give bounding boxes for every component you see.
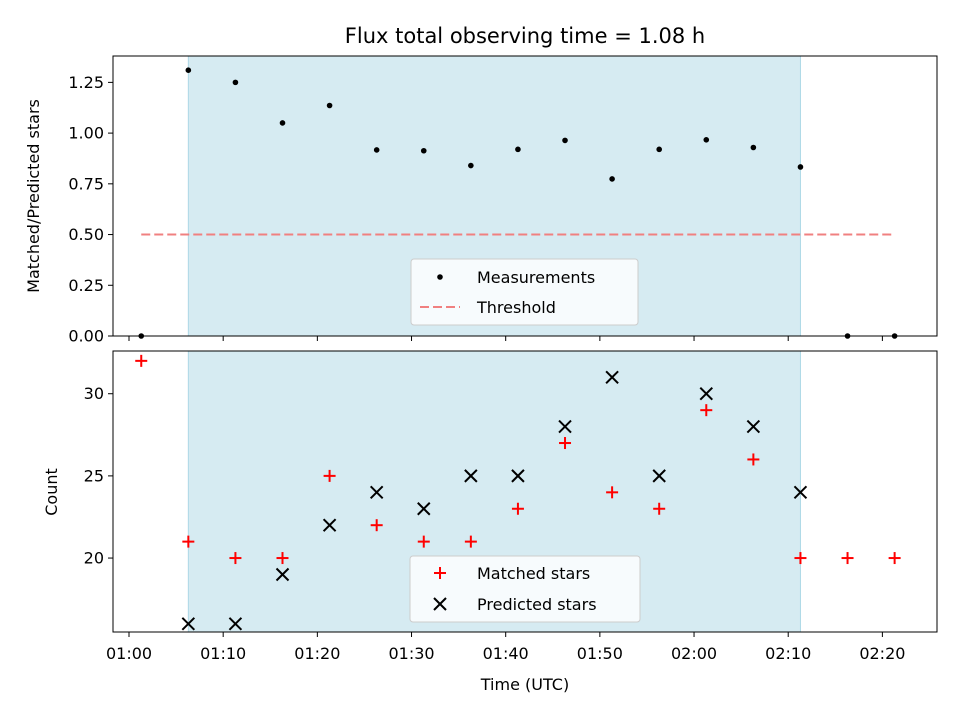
y-tick-label: 1.25 [68, 73, 104, 92]
x-tick-label: 02:10 [765, 644, 811, 663]
x-axis-label: Time (UTC) [480, 675, 569, 694]
predicted-star-point [558, 419, 572, 434]
measurement-point [562, 137, 568, 144]
predicted-star-points [181, 370, 808, 631]
measurement-point [373, 147, 380, 153]
legend-measurements-marker [437, 274, 443, 280]
measurement-point [420, 147, 427, 154]
predicted-star-point [228, 617, 243, 631]
predicted-star-point [511, 469, 525, 483]
predicted-star-point [793, 485, 808, 500]
predicted-star-point [464, 469, 478, 483]
ratio-x-ticks [128, 336, 883, 341]
x-tick-label: 02:00 [671, 644, 717, 663]
matched-star-point [559, 437, 572, 450]
predicted-star-point [746, 419, 761, 434]
chart-title: Flux total observing time = 1.08 h [345, 24, 705, 48]
measurement-point [326, 102, 333, 109]
x-tick-label: 01:50 [577, 644, 623, 663]
legend-measurements-label: Measurements [477, 268, 595, 287]
measurement-point [750, 144, 757, 151]
x-tick-label: 01:20 [294, 644, 340, 663]
count-x-ticks: 01:00 01:10 01:20 01:30 01:40 01:50 02:00 02:10… [106, 632, 905, 663]
matched-star-point [229, 552, 242, 565]
y-tick-label: 30 [84, 384, 104, 403]
predicted-star-point [652, 469, 666, 483]
x-tick-label: 01:40 [483, 644, 529, 663]
predicted-star-point [369, 485, 384, 500]
measurement-point [609, 176, 615, 182]
y-tick-label: 0.00 [68, 327, 104, 346]
measurement-point [279, 120, 286, 126]
matched-star-point [841, 552, 854, 565]
y-tick-label: 0.75 [68, 174, 104, 193]
matched-star-point [511, 502, 524, 515]
matched-star-point [794, 552, 807, 565]
y-tick-label: 1.00 [68, 124, 104, 143]
y-tick-label: 25 [84, 466, 104, 485]
ratio-panel-frame [112, 55, 938, 337]
x-tick-label: 02:20 [859, 644, 905, 663]
ratio-legend-box [410, 258, 639, 326]
legend-predicted-marker [433, 597, 447, 611]
count-y-ticks: 20 25 30 [84, 384, 113, 568]
measurement-point [656, 146, 662, 153]
matched-star-point [606, 486, 619, 499]
measurement-point [232, 79, 239, 86]
matched-star-point [888, 552, 901, 565]
measurement-point [703, 136, 710, 143]
count-y-axis-label: Count [42, 468, 61, 516]
x-tick-label: 01:00 [106, 644, 152, 663]
matched-star-point [417, 535, 430, 548]
matched-star-point [653, 502, 666, 515]
ratio-y-axis-label: Matched/Predicted stars [24, 99, 43, 293]
x-tick-label: 01:30 [388, 644, 434, 663]
matched-star-point [276, 552, 289, 565]
matched-star-point [182, 535, 195, 548]
measurement-point [797, 164, 804, 170]
legend-threshold-label: Threshold [476, 298, 556, 317]
measurement-point [515, 146, 521, 153]
ratio-legend: Measurements Threshold [410, 258, 639, 326]
matched-star-point [370, 519, 383, 532]
x-tick-label: 01:10 [200, 644, 246, 663]
count-panel-frame [112, 350, 938, 633]
ratio-y-ticks: 0.00 0.25 0.50 0.75 1.00 1.25 [68, 73, 113, 346]
matched-star-point [747, 453, 760, 466]
count-panel: 20 25 30 01:00 01:10 01:20 01:30 01:40 01:50 02:… [42, 350, 938, 694]
matched-star-point [135, 354, 148, 367]
y-tick-label: 0.25 [68, 276, 104, 295]
legend-predicted-label: Predicted stars [477, 595, 597, 614]
predicted-star-point [605, 370, 619, 384]
legend-matched-marker [434, 567, 446, 579]
predicted-star-point [699, 387, 713, 401]
matched-star-point [464, 535, 477, 548]
measurement-point [185, 67, 192, 74]
predicted-star-point [417, 502, 431, 516]
ratio-panel: 0.00 0.25 0.50 0.75 1.00 1.25 Measurements Th… [24, 55, 938, 346]
y-tick-label: 20 [84, 549, 104, 568]
y-tick-label: 0.50 [68, 225, 104, 244]
predicted-star-point [275, 567, 290, 582]
matched-star-point [323, 469, 336, 482]
predicted-star-point [322, 518, 337, 532]
count-legend: Matched stars Predicted stars [409, 555, 641, 623]
matched-star-points [135, 354, 901, 565]
legend-matched-label: Matched stars [477, 564, 590, 583]
predicted-star-point [181, 617, 196, 631]
count-legend-box [409, 555, 641, 623]
measurement-point [468, 162, 474, 169]
matched-star-point [700, 404, 713, 417]
